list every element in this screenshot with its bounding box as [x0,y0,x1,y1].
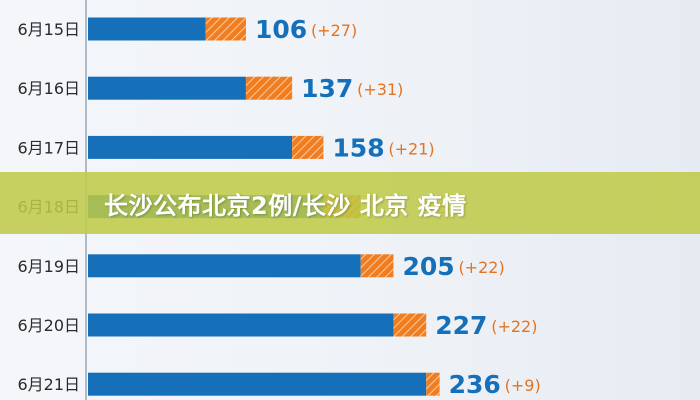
date-label: 6月16日 [17,79,80,98]
delta-label: (+9) [505,376,541,395]
bars-layer: 6月15日 106 (+27) 6月16日 137 (+31) 6月17日 158 (+21) 6… [17,15,540,399]
title-overlay-band: 长沙公布北京2例/长沙 北京 疫情 [0,172,700,234]
date-label: 6月20日 [17,316,80,335]
increment-bar [245,76,293,100]
total-value-label: 158 [332,133,384,162]
date-label: 6月15日 [17,20,80,39]
delta-label: (+22) [458,258,504,277]
total-value-label: 137 [301,74,353,103]
base-bar [88,254,361,278]
total-value-label: 227 [435,311,487,340]
date-label: 6月19日 [17,257,80,276]
base-bar [88,76,246,100]
delta-label: (+31) [357,80,403,99]
increment-bar [393,313,427,337]
base-bar [88,17,206,41]
overlay-title: 长沙公布北京2例/长沙 北京 疫情 [104,191,467,220]
total-value-label: 106 [255,15,307,44]
total-value-label: 236 [449,370,501,399]
date-label: 6月21日 [17,375,80,394]
delta-label: (+22) [491,317,537,336]
base-bar [88,313,394,337]
increment-bar [426,372,440,396]
increment-bar [360,254,394,278]
delta-label: (+27) [311,21,357,40]
base-bar [88,135,293,159]
delta-label: (+21) [388,139,434,158]
total-value-label: 205 [402,252,454,281]
increment-bar [292,135,324,159]
increment-bar [205,17,246,41]
date-label: 6月17日 [17,138,80,157]
base-bar [88,372,427,396]
